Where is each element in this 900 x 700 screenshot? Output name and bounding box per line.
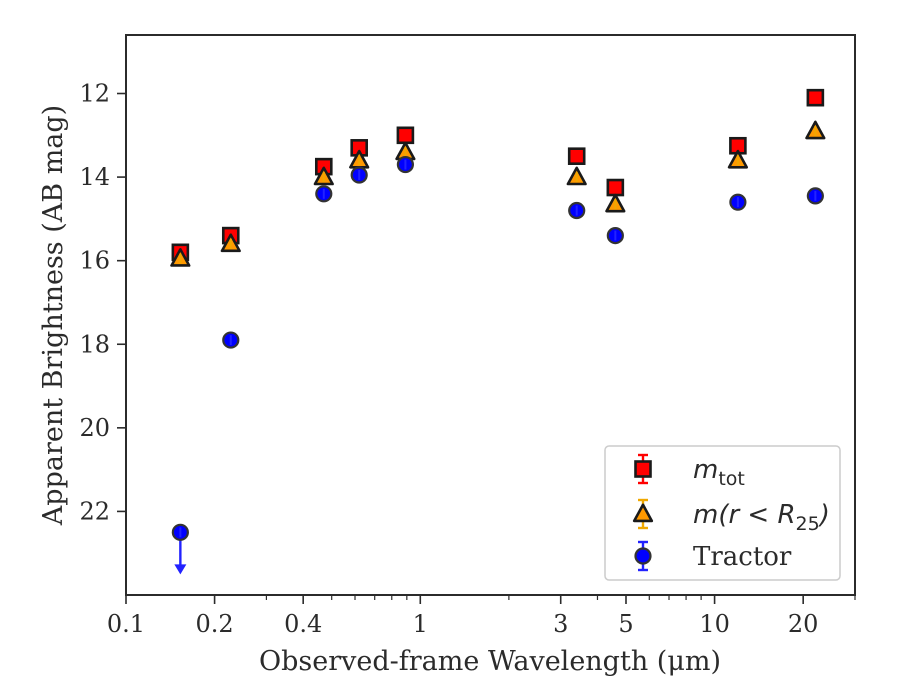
legend-label-sub: 25 bbox=[796, 513, 820, 535]
x-tick-label: 0.4 bbox=[284, 610, 322, 638]
legend-label-tail: ) bbox=[818, 500, 830, 530]
x-tick-label: 20 bbox=[788, 610, 819, 638]
y-axis-ticks: 12 14 16 18 20 22 bbox=[79, 80, 126, 525]
x-tick-label: 3 bbox=[553, 610, 568, 638]
x-tick-label: 5 bbox=[618, 610, 633, 638]
upper-limit-arrow-head bbox=[174, 564, 187, 575]
legend: mtot m(r < R25) Tractor bbox=[604, 445, 841, 581]
legend-label-base: m bbox=[693, 455, 718, 485]
x-tick-label: 0.1 bbox=[107, 610, 145, 638]
data-marks bbox=[170, 88, 826, 575]
legend-label: Tractor bbox=[693, 542, 792, 572]
legend-label: mtot bbox=[693, 455, 745, 490]
x-tick-label: 10 bbox=[699, 610, 730, 638]
legend-label-sub: tot bbox=[718, 468, 745, 490]
y-tick-label: 18 bbox=[79, 330, 110, 358]
y-tick-label: 16 bbox=[79, 247, 110, 275]
x-axis-ticks: 0.1 0.2 0.4 1 3 5 10 20 bbox=[107, 595, 819, 638]
y-tick-label: 20 bbox=[79, 414, 110, 442]
x-axis-title: Observed-frame Wavelength (μm) bbox=[259, 646, 721, 677]
y-tick-label: 14 bbox=[79, 163, 110, 191]
x-tick-label: 1 bbox=[413, 610, 428, 638]
legend-box bbox=[604, 445, 841, 581]
legend-label-base: m(r < R bbox=[693, 500, 796, 530]
y-axis-title: Apparent Brightness (AB mag) bbox=[38, 105, 69, 526]
legend-label-base: Tractor bbox=[693, 542, 792, 572]
plot-frame bbox=[125, 34, 856, 596]
y-tick-label: 12 bbox=[79, 80, 110, 108]
legend-marker-triangle bbox=[632, 503, 654, 523]
legend-marker-circle bbox=[634, 547, 652, 565]
y-tick-label: 22 bbox=[79, 497, 110, 525]
legend-label: m(r < R25) bbox=[693, 500, 830, 535]
legend-marker-square bbox=[634, 460, 652, 478]
x-tick-label: 0.2 bbox=[196, 610, 234, 638]
